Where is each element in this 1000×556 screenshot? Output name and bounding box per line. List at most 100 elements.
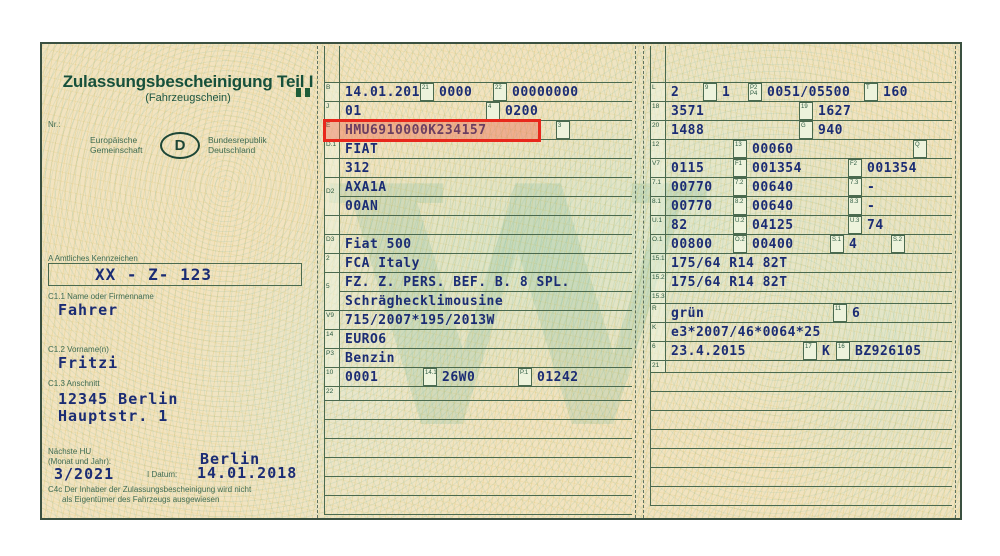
field-value: 175/64 R14 82T bbox=[671, 255, 788, 271]
vehicle-data-table-right: L 2 9 1 P2 P4 0051/05500 T 160 18 3571 19 1627 20 148… bbox=[650, 82, 952, 506]
registration-certificate: W Zulassungsbescheinigung Teil I (Fahrze… bbox=[40, 42, 962, 520]
field-key-7.3: 7.3 bbox=[848, 178, 862, 196]
empty-ruled-row bbox=[651, 430, 952, 449]
row-key-blank bbox=[325, 292, 340, 311]
row-key-K: K bbox=[651, 323, 666, 342]
empty-ruled-row bbox=[651, 411, 952, 430]
guilloche-watermark: W bbox=[332, 114, 703, 502]
perforation-line-mid-b bbox=[643, 46, 644, 518]
row-key-20: 20 bbox=[651, 121, 666, 140]
table-row: 14 EURO6 bbox=[325, 330, 632, 349]
row-key-21: 21 bbox=[651, 361, 666, 373]
field-value: 0200 bbox=[505, 103, 539, 119]
c4c-footnote: C4c Der Inhaber der Zulassungsbescheinig… bbox=[48, 485, 338, 504]
row-key-blank bbox=[325, 216, 340, 235]
table-row: 10 0001 14.1 26W0 P.1 01242 bbox=[325, 368, 632, 387]
field-key-8.3: 8.3 bbox=[848, 197, 862, 215]
field-value: 2 bbox=[671, 84, 680, 100]
empty-ruled-row bbox=[325, 496, 632, 515]
table-row: O.1 00800 O.2 00400 S.1 4 S.2 bbox=[651, 235, 952, 254]
table-row: 8.1 00770 8.2 00640 8.3- bbox=[651, 197, 952, 216]
c4c-footnote-line1: C4c Der Inhaber der Zulassungsbescheinig… bbox=[48, 485, 252, 494]
owner-address-value: 12345 Berlin Hauptstr. 1 bbox=[58, 390, 179, 425]
field-value: 940 bbox=[818, 122, 843, 138]
registration-tick-mark bbox=[296, 88, 301, 97]
table-row: 5 FZ. Z. PERS. BEF. B. 8 SPL. bbox=[325, 273, 632, 292]
row-key-15.3: 15.3 bbox=[651, 292, 666, 304]
field-value: 01242 bbox=[537, 369, 579, 385]
field-key-S.1: S.1 bbox=[830, 235, 844, 253]
field-value: 14.01.2018 bbox=[345, 84, 420, 100]
perforation-line-left bbox=[317, 46, 318, 518]
empty-ruled-row bbox=[651, 449, 952, 468]
highlight-box bbox=[323, 119, 541, 142]
empty-ruled-row bbox=[651, 373, 952, 392]
table-row: 15.1 175/64 R14 82T bbox=[651, 254, 952, 273]
empty-ruled-row bbox=[651, 468, 952, 487]
table-row: D2 AXA1A bbox=[325, 178, 632, 197]
table-row: 12 13 00060 Q bbox=[651, 140, 952, 159]
field-value: 1 bbox=[722, 84, 731, 100]
issue-date-value: 14.01.2018 bbox=[197, 464, 298, 482]
owner-address-label: C1.3 Anschnitt bbox=[48, 379, 100, 388]
field-key-22: 22 bbox=[493, 83, 507, 101]
field-value: K bbox=[822, 343, 831, 359]
row-key-D3: D3 bbox=[325, 235, 340, 254]
field-key-14.1: 14.1 bbox=[423, 368, 437, 386]
table-row: 00AN bbox=[325, 197, 632, 216]
field-value: 1488 bbox=[671, 122, 705, 138]
field-value: 00770 bbox=[671, 198, 713, 214]
field-value: FIAT bbox=[345, 141, 379, 157]
owner-firstname-label: C1.2 Vorname(n) bbox=[48, 345, 109, 354]
field-value: - bbox=[867, 198, 876, 214]
field-value: 00800 bbox=[671, 236, 713, 252]
table-row: 15.3 bbox=[651, 292, 952, 304]
field-value: 715/2007*195/2013W bbox=[345, 312, 495, 328]
field-value: 00AN bbox=[345, 198, 379, 214]
field-value: 0001 bbox=[345, 369, 379, 385]
empty-ruled-row bbox=[325, 477, 632, 496]
field-value: Fiat 500 bbox=[345, 236, 412, 252]
table-row: 6 23.4.2015 17 K 16 BZ926105 bbox=[651, 342, 952, 361]
field-value: 01 bbox=[345, 103, 362, 119]
table-row: P3 Benzin bbox=[325, 349, 632, 368]
field-value: HMU6910000K234157 bbox=[345, 122, 487, 138]
country-oval-d: D bbox=[160, 132, 200, 159]
field-value: 26W0 bbox=[442, 369, 476, 385]
field-value: 00770 bbox=[671, 179, 713, 195]
field-value: EURO6 bbox=[345, 331, 387, 347]
table-row: L 2 9 1 P2 P4 0051/05500 T 160 bbox=[651, 83, 952, 102]
field-key-Q: Q bbox=[913, 140, 927, 158]
field-key-19: 19 bbox=[799, 102, 813, 120]
license-plate-value: XX - Z- 123 bbox=[95, 265, 212, 284]
field-value: 160 bbox=[883, 84, 908, 100]
row-key-B: B bbox=[325, 83, 340, 102]
field-key-16: 16 bbox=[836, 342, 850, 360]
field-value: AXA1A bbox=[345, 179, 387, 195]
field-value: 6 bbox=[852, 305, 861, 321]
empty-ruled-row bbox=[325, 458, 632, 477]
field-key-U.3: U.3 bbox=[848, 216, 862, 234]
field-value: 312 bbox=[345, 160, 370, 176]
field-value: 00640 bbox=[752, 179, 794, 195]
table-row: E HMU6910000K234157 3 bbox=[323, 119, 632, 142]
field-value: 1627 bbox=[818, 103, 852, 119]
issue-date-label: I Datum: bbox=[147, 470, 178, 479]
row-key-5: 5 bbox=[325, 273, 340, 292]
field-key-8.2: 8.2 bbox=[733, 197, 747, 215]
field-key-F1: F1 bbox=[733, 159, 747, 177]
perforation-line-right bbox=[955, 46, 956, 518]
empty-ruled-row bbox=[325, 420, 632, 439]
field-key-13: 13 bbox=[733, 140, 747, 158]
table-row: 22 bbox=[325, 387, 632, 401]
row-key-7.1: 7.1 bbox=[651, 178, 666, 197]
row-key-blank bbox=[325, 197, 340, 216]
field-value: 00400 bbox=[752, 236, 794, 252]
owner-name-label: C1.1 Name oder Firmenname bbox=[48, 292, 154, 301]
field-key-21: 21 bbox=[420, 83, 434, 101]
row-key-U.1: U.1 bbox=[651, 216, 666, 235]
table-row: 18 3571 19 1627 bbox=[651, 102, 952, 121]
plate-label: A Amtliches Kennzeichen bbox=[48, 254, 138, 263]
